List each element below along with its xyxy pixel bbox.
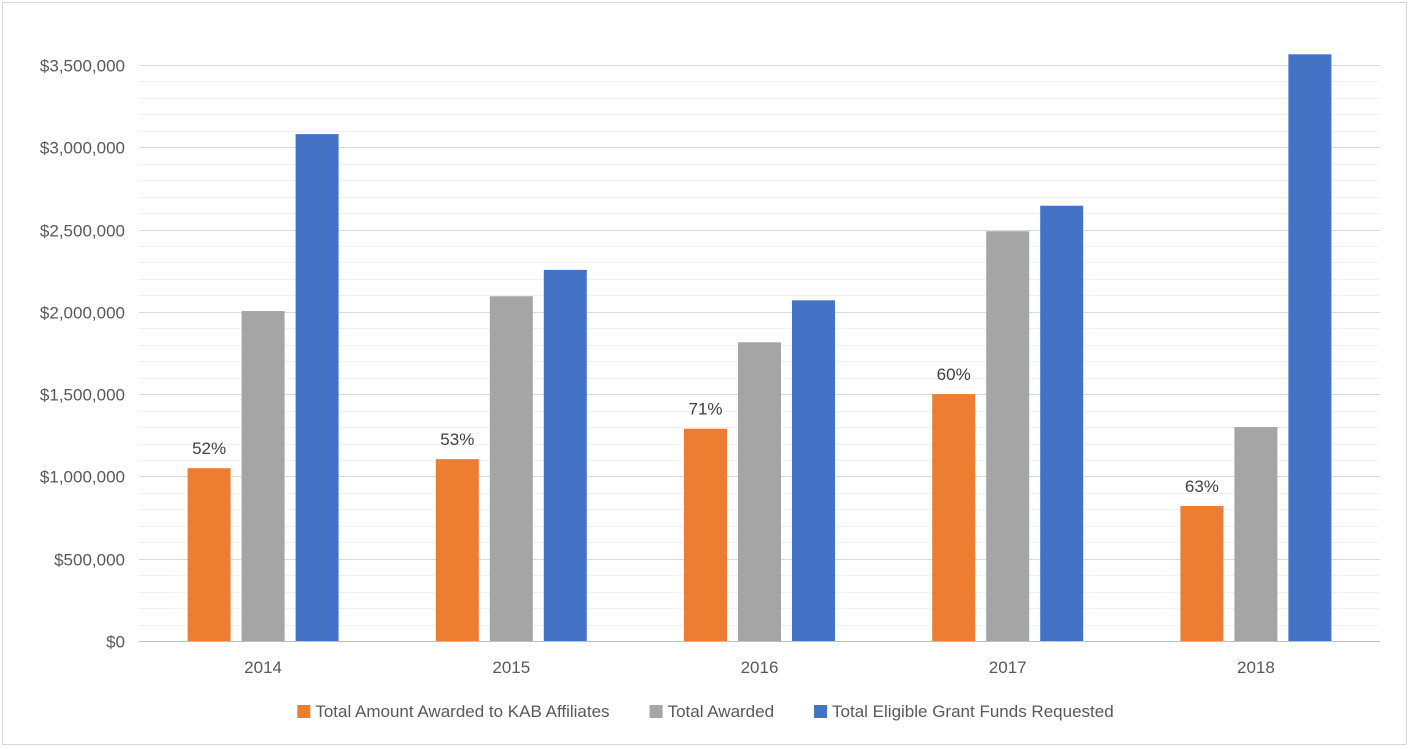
x-tick-label: 2014 (244, 658, 282, 677)
data-label-percent: 63% (1185, 477, 1219, 496)
x-tick-label: 2018 (1237, 658, 1275, 677)
y-tick-label: $500,000 (54, 551, 125, 570)
bar-total-eligible-grant-funds-requested-2018 (1288, 54, 1332, 641)
bar-total-awarded-2016 (738, 342, 781, 641)
bar-total-awarded-2015 (489, 296, 533, 641)
bar-total-awarded-2018 (1234, 427, 1278, 641)
bar-total-eligible-grant-funds-requested-2015 (543, 269, 587, 641)
data-label-percent: 71% (688, 400, 722, 419)
y-tick-label: $1,500,000 (40, 386, 125, 405)
data-label-percent: 60% (937, 365, 971, 384)
bar-total-eligible-grant-funds-requested-2016 (792, 300, 835, 641)
bar-total-amount-awarded-to-kab-affiliates-2015 (435, 459, 479, 641)
bar-chart: $0 $500,000 $1,000,000 $1,500,000 $2,000,000… (40, 54, 1380, 721)
x-tick-label: 2017 (989, 658, 1027, 677)
legend-swatch (297, 705, 311, 718)
data-label-percent: 53% (440, 430, 474, 449)
legend-swatch (649, 705, 663, 718)
legend-swatch (814, 705, 828, 718)
legend-label: Total Eligible Grant Funds Requested (832, 702, 1114, 721)
axes: $0 $500,000 $1,000,000 $1,500,000 $2,000,000… (40, 57, 1380, 677)
y-tick-label: $2,500,000 (40, 222, 125, 241)
y-tick-label: $0 (106, 633, 125, 652)
bar-total-awarded-2017 (986, 231, 1030, 641)
legend-label: Total Awarded (668, 702, 774, 721)
x-tick-label: 2015 (492, 658, 530, 677)
data-labels: 52% 53% 71% 60% 63% (192, 365, 1219, 496)
bar-total-amount-awarded-to-kab-affiliates-2016 (684, 428, 727, 641)
y-tick-label: $3,000,000 (40, 139, 125, 158)
bar-total-awarded-2014 (241, 311, 285, 641)
y-tick-label: $1,000,000 (40, 468, 125, 487)
bar-total-amount-awarded-to-kab-affiliates-2018 (1180, 506, 1224, 641)
y-tick-label: $3,500,000 (40, 57, 125, 76)
y-tick-label: $2,000,000 (40, 304, 125, 323)
bars (187, 54, 1332, 642)
x-tick-label: 2016 (741, 658, 779, 677)
bar-total-amount-awarded-to-kab-affiliates-2014 (187, 468, 231, 641)
bar-total-eligible-grant-funds-requested-2017 (1040, 205, 1084, 642)
legend: Total Amount Awarded to KAB Affiliates To… (297, 702, 1114, 721)
bar-total-amount-awarded-to-kab-affiliates-2017 (932, 394, 976, 641)
data-label-percent: 52% (192, 439, 226, 458)
bar-total-eligible-grant-funds-requested-2014 (295, 134, 339, 641)
legend-label: Total Amount Awarded to KAB Affiliates (315, 702, 609, 721)
